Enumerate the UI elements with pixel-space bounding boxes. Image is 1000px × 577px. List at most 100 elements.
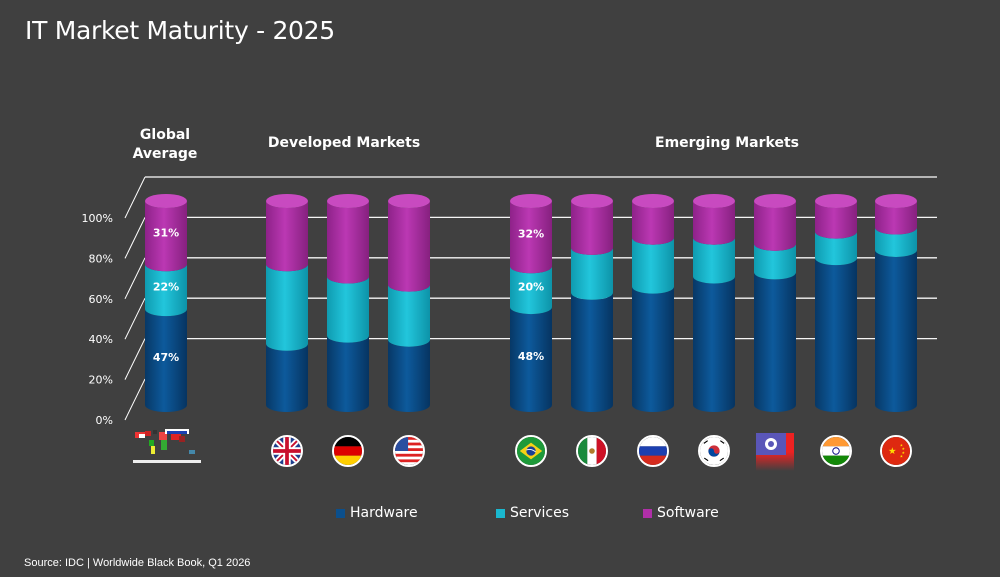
bar-global-average	[145, 194, 187, 412]
bar-mexico	[571, 194, 613, 412]
bar-segment-services	[145, 264, 187, 317]
y-tick-label: 20%	[89, 374, 113, 387]
india-flag-icon	[820, 435, 852, 467]
svg-text:★: ★	[902, 451, 906, 455]
bar-united-states	[388, 194, 430, 412]
bar-segment-services	[571, 247, 613, 300]
germany-flag-icon	[332, 435, 364, 467]
y-tick-label: 80%	[89, 252, 113, 265]
bar-segment-hardware	[815, 258, 857, 412]
depth-line	[124, 297, 146, 340]
y-tick-label: 100%	[82, 212, 113, 225]
bar-segment-services	[632, 237, 674, 294]
legend-swatch-services	[496, 508, 505, 518]
svg-text:★: ★	[900, 443, 904, 447]
bar-top-cap	[693, 194, 735, 208]
bar-segment-services	[266, 264, 308, 351]
bar-china	[875, 194, 917, 412]
data-label-software: 31%	[153, 227, 179, 240]
legend-label: Services	[510, 505, 570, 521]
south-korea-flag-icon	[698, 435, 730, 467]
group-title-line: Global	[139, 127, 191, 143]
mexico-flag-icon	[576, 435, 608, 467]
bar-germany	[327, 194, 369, 412]
legend-swatch-software	[643, 508, 652, 518]
bar-segment-hardware	[875, 249, 917, 412]
bar-segment-hardware	[388, 339, 430, 412]
bar-segment-hardware	[266, 343, 308, 412]
bar-segment-hardware	[145, 309, 187, 412]
bar-brazil	[510, 194, 552, 412]
depth-line	[124, 257, 146, 300]
legend-item-hardware: Hardware	[336, 505, 418, 521]
svg-text:★: ★	[902, 447, 906, 451]
bar-segment-hardware	[754, 272, 796, 412]
bar-top-cap	[266, 194, 308, 208]
bar-segment-services	[510, 266, 552, 315]
world-map-icon	[131, 428, 201, 464]
bar-segment-services	[388, 284, 430, 347]
bar-segment-software	[875, 201, 917, 235]
bar-top-cap	[510, 194, 552, 208]
bar-top-cap	[815, 194, 857, 208]
china-flag-icon: ★ ★ ★ ★ ★	[880, 435, 912, 467]
bar-segment-software	[632, 201, 674, 245]
bar-segment-services	[815, 231, 857, 266]
bar-segment-software	[327, 201, 369, 284]
svg-text:★: ★	[900, 455, 904, 459]
bar-top-cap	[754, 194, 796, 208]
page-title: IT Market Maturity - 2025	[25, 16, 335, 45]
legend-label: Software	[657, 505, 719, 521]
legend-swatch-hardware	[336, 508, 345, 518]
legend-item-software: Software	[643, 505, 719, 521]
taiwan-flag-icon	[756, 433, 794, 471]
bar-top-cap	[571, 194, 613, 208]
svg-text:★: ★	[888, 446, 896, 457]
data-labels: 47% 22% 31% 48% 20% 32%	[153, 227, 544, 364]
group-title-line: Average	[132, 146, 198, 162]
data-label-hardware: 48%	[518, 350, 544, 363]
source-note: Source: IDC | Worldwide Black Book, Q1 2…	[24, 557, 251, 569]
chart-axes: 0% 20% 40% 60% 80% 100%	[82, 176, 937, 427]
legend-label: Hardware	[350, 505, 418, 521]
group-title-global: Global Average	[124, 126, 206, 164]
depth-line	[124, 378, 146, 421]
russia-flag-icon	[637, 435, 669, 467]
bar-segment-hardware	[632, 286, 674, 412]
bar-segment-hardware	[571, 292, 613, 412]
bar-top-cap	[632, 194, 674, 208]
bar-south-korea	[693, 194, 735, 412]
bar-segment-services	[693, 237, 735, 284]
bar-russia	[632, 194, 674, 412]
data-label-services: 22%	[153, 281, 179, 294]
bar-segment-services	[875, 227, 917, 257]
bar-segment-hardware	[327, 335, 369, 412]
bar-top-cap	[327, 194, 369, 208]
brazil-flag-icon	[515, 435, 547, 467]
bar-top-cap	[145, 194, 187, 208]
data-label-hardware: 47%	[153, 351, 179, 364]
depth-line	[124, 338, 146, 380]
bar-top-cap	[388, 194, 430, 208]
bar-segment-software	[754, 201, 796, 251]
bar-segment-software	[815, 201, 857, 239]
bar-top-cap	[875, 194, 917, 208]
depth-line	[124, 217, 146, 259]
bar-segment-services	[754, 243, 796, 280]
uk-flag-icon	[271, 435, 303, 467]
usa-flag-icon	[393, 435, 425, 467]
legend-item-services: Services	[496, 505, 569, 521]
bar-segment-software	[145, 201, 187, 272]
bar-segment-software	[510, 201, 552, 274]
depth-line	[124, 176, 146, 219]
bar-india	[815, 194, 857, 412]
bar-segment-software	[388, 201, 430, 292]
bar-segment-software	[266, 201, 308, 272]
y-tick-label: 0%	[96, 414, 113, 427]
bar-segment-software	[571, 201, 613, 255]
bar-segment-services	[327, 276, 369, 343]
bar-segment-software	[693, 201, 735, 245]
group-title-developed: Developed Markets	[267, 135, 421, 151]
bar-segment-hardware	[510, 307, 552, 412]
